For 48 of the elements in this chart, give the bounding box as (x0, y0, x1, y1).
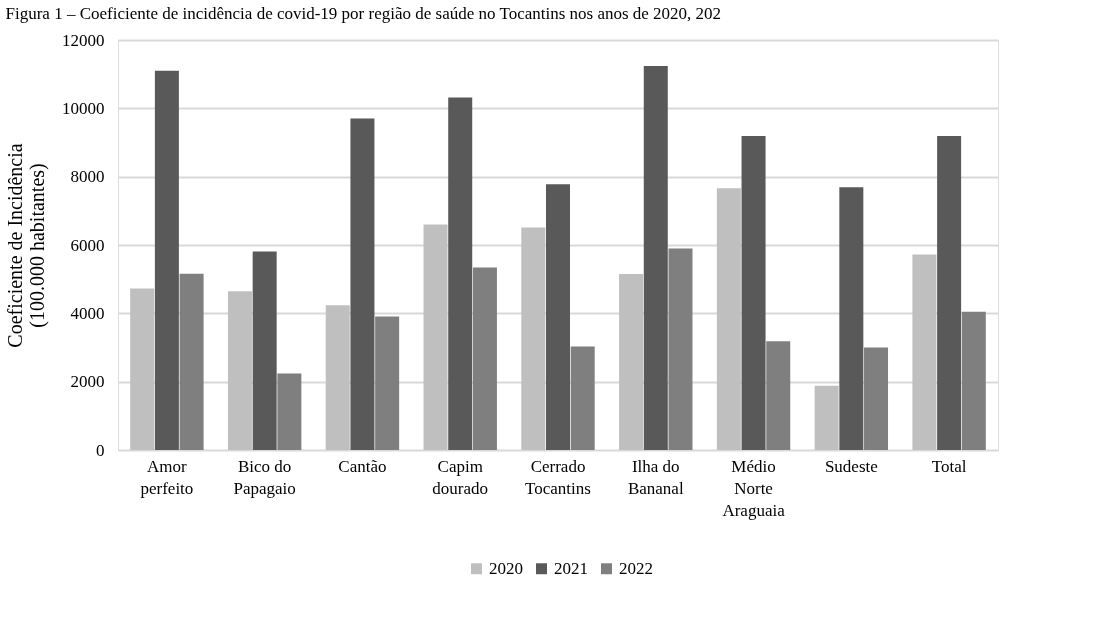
y-tick-label: 2000 (70, 372, 105, 392)
bar (448, 97, 473, 450)
x-tick-label: Bico do Papagaio (233, 456, 296, 498)
x-tick-label: Cerrado Tocantins (525, 456, 591, 498)
y-tick-label: 8000 (70, 167, 105, 187)
bar (252, 251, 277, 450)
bar (619, 274, 644, 450)
bar (227, 291, 252, 450)
y-tick-label: 10000 (62, 98, 105, 118)
x-tick-label: Ilha do Bananal (627, 456, 684, 498)
y-axis-title: Coeficiente de Incidência (100.000 habitantes) (4, 143, 49, 348)
bar (350, 118, 375, 450)
bar (179, 273, 204, 450)
bar (521, 227, 546, 450)
bar (961, 311, 986, 450)
legend-label: 2021 (554, 558, 588, 578)
bar (864, 347, 889, 450)
y-tick-label: 4000 (70, 303, 105, 323)
bar (741, 136, 766, 450)
x-tick-label: Sudeste (824, 456, 878, 476)
x-tick-label: Cantão (338, 456, 387, 476)
bar (814, 385, 839, 450)
bar (546, 184, 570, 450)
bar (325, 305, 350, 450)
bar (130, 288, 155, 450)
bar (375, 316, 400, 450)
bar (643, 65, 668, 450)
legend-label: 2020 (489, 558, 523, 578)
bar (472, 267, 497, 450)
bar (668, 248, 693, 450)
legend-label: 2022 (619, 558, 653, 578)
x-tick-label: Médio Norte Araguaia (722, 456, 786, 520)
chart-title: Figura 1 – Coeficiente de incidência de covid-19 por região de saúde no Tocantins nos anos de 2020, 202 (5, 4, 722, 23)
bar (154, 70, 179, 450)
y-tick-label: 12000 (62, 30, 105, 50)
x-tick-label: Capim dourado (432, 456, 489, 498)
bar (839, 187, 864, 450)
x-tick-label: Amor perfeito (140, 456, 194, 498)
bar (716, 188, 741, 450)
bar (423, 224, 448, 450)
bar (912, 254, 937, 450)
y-tick-label: 6000 (70, 235, 105, 255)
bar (570, 346, 595, 450)
bar (277, 373, 302, 450)
bar (937, 136, 962, 450)
bar (766, 341, 791, 450)
x-tick-label: Total (931, 456, 967, 476)
y-tick-label: 0 (96, 440, 105, 460)
